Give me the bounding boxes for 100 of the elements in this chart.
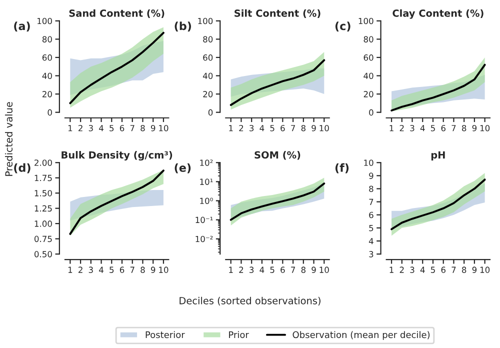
y-tick-label: 20 [364,91,374,98]
y-axis-title: Predicted value [5,102,13,176]
y-tick-label: 2.00 [34,160,52,166]
x-tick-label: 9 [312,266,316,273]
x-tick-label: 5 [430,125,435,132]
x-tick-label: 7 [452,125,456,132]
x-tick-label: 10 [480,124,490,132]
y-tick-label: 60 [203,54,213,61]
x-tick-label: 8 [301,124,306,132]
y-tick-label: 5 [369,225,374,232]
x-tick-label: 8 [140,266,145,273]
x-tick-label: 1 [68,125,72,132]
y-tick-label: 10² [200,160,213,166]
x-tick-label: 9 [312,124,316,132]
chart-title: Sand Content (%) [69,9,164,18]
x-tick-label: 5 [270,125,274,132]
x-tick-label: 6 [280,266,285,273]
y-tick-label: 1.25 [34,205,52,212]
x-tick-label: 3 [410,124,414,132]
y-tick-label: 60 [364,54,374,61]
x-tick-label: 4 [99,266,104,273]
x-tick-label: 2 [400,124,404,132]
y-tick-label: 1.50 [34,190,52,196]
x-tick-label: 9 [472,124,477,132]
y-tick-label: 20 [42,91,52,98]
legend-label: Posterior [146,331,185,338]
y-tick-label: 9 [369,172,374,179]
x-tick-label: 1 [229,266,233,273]
x-tick-label: 2 [239,266,244,273]
x-tick-label: 7 [291,125,295,132]
y-tick-label: 10 [364,160,374,166]
y-tick-label: 0.50 [34,251,52,258]
x-tick-label: 10 [320,266,329,273]
y-tick-label: 10⁻² [196,236,213,242]
x-tick-label: 2 [239,124,244,132]
text: (a) [14,22,30,32]
x-tick-label: 4 [260,125,264,132]
x-tick-label: 4 [260,266,264,273]
text: (f) [335,163,349,174]
x-tick-label: 7 [291,266,295,273]
x-tick-label: 5 [110,266,114,273]
x-tick-label: 3 [88,124,93,132]
text: (b) [174,22,191,32]
text: (c) [335,22,350,32]
x-tick-label: 7 [452,266,456,273]
x-tick-label: 9 [472,266,477,273]
chart-title: pH [431,151,445,160]
y-tick-label: 40 [364,72,374,80]
legend-label: Observation (mean per decile) [292,331,430,340]
x-tick-label: 4 [420,125,425,132]
y-tick-label: 10¹ [200,178,213,185]
y-tick-label: 80 [364,36,374,42]
y-tick-label: 8 [369,186,374,192]
x-tick-label: 5 [110,125,114,132]
x-tick-label: 1 [390,125,394,132]
x-tick-label: 5 [270,266,274,273]
x-tick-label: 6 [120,266,124,273]
y-tick-label: 100 [38,18,52,24]
x-tick-label: 6 [280,124,285,132]
chart-title: Silt Content (%) [234,9,320,18]
x-tick-label: 8 [301,266,306,273]
x-tick-label: 8 [140,124,145,132]
y-tick-label: 3 [369,251,374,258]
x-tick-label: 7 [130,266,134,273]
y-tick-label: 60 [42,54,52,61]
x-tick-label: 8 [462,124,466,132]
x-axis-title: Deciles (sorted observations) [180,296,320,306]
x-tick-label: 6 [441,266,446,273]
x-tick-label: 5 [430,266,435,273]
x-tick-label: 1 [390,266,394,273]
y-tick-label: 20 [203,91,213,98]
y-tick-label: 0.75 [34,236,52,242]
y-tick-label: 0 [208,109,213,116]
y-tick-label: 100 [358,18,374,24]
x-tick-label: 3 [88,266,93,273]
text: (e) [174,163,191,174]
x-tick-label: 6 [120,124,124,132]
text: (d) [14,163,30,174]
x-tick-label: 3 [250,266,254,273]
x-tick-label: 2 [78,124,82,132]
y-tick-label: 40 [42,72,52,80]
y-tick-label: 40 [202,72,213,80]
y-tick-label: 1.00 [34,220,52,227]
x-tick-label: 2 [400,266,404,273]
y-tick-label: 1.75 [34,174,52,182]
x-tick-label: 10 [159,124,168,132]
x-tick-label: 9 [150,266,156,273]
x-tick-label: 1 [229,125,233,132]
chart-title: Clay Content (%) [392,9,484,19]
chart-title: Bulk Density (g/cm³) [62,151,172,161]
x-tick-label: 1 [68,266,72,273]
x-tick-label: 10 [159,266,168,273]
x-tick-label: 3 [250,124,254,132]
legend-label: Prior [229,331,249,338]
y-tick-label: 100 [198,18,213,24]
x-tick-label: 10 [480,266,490,273]
y-tick-label: 0 [48,109,52,116]
x-tick-label: 8 [462,266,466,273]
y-tick-label: 7 [369,198,374,205]
y-tick-label: 0 [369,109,374,116]
